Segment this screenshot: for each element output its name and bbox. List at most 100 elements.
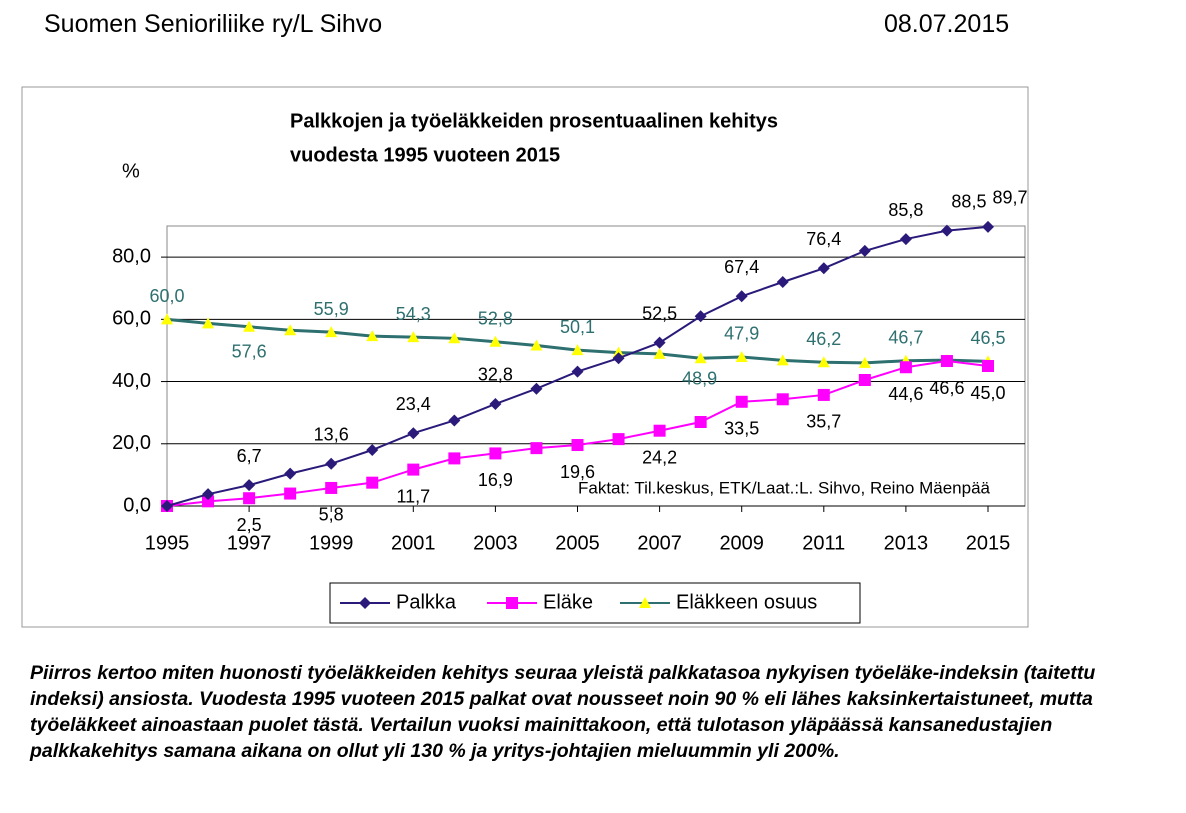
marker <box>653 424 666 437</box>
x-tick-label: 2011 <box>802 532 845 554</box>
marker <box>243 320 256 332</box>
marker <box>817 388 830 401</box>
data-label: 50,1 <box>560 317 595 337</box>
marker <box>817 356 830 368</box>
data-label: 44,6 <box>888 384 923 404</box>
marker <box>161 313 173 325</box>
y-tick-label: 40,0 <box>112 370 151 392</box>
marker <box>571 344 584 356</box>
data-label: 57,6 <box>232 342 267 362</box>
marker <box>735 395 748 408</box>
marker <box>612 433 625 446</box>
marker <box>448 414 461 427</box>
marker <box>940 224 953 237</box>
marker <box>407 427 420 440</box>
y-tick-label: 60,0 <box>112 308 151 330</box>
marker <box>735 290 748 303</box>
marker <box>489 447 502 460</box>
y-tick-label: 20,0 <box>112 432 151 454</box>
marker <box>366 330 379 342</box>
x-tick-label: 1999 <box>309 532 354 554</box>
marker <box>407 463 420 476</box>
data-label: 52,8 <box>478 308 513 328</box>
marker <box>366 444 379 456</box>
marker <box>284 487 297 500</box>
marker <box>776 276 789 288</box>
marker <box>982 220 994 233</box>
data-label: 85,8 <box>888 200 923 220</box>
marker <box>243 492 256 505</box>
marker <box>653 336 666 349</box>
data-label: 67,4 <box>724 257 759 277</box>
y-tick-label: 0,0 <box>123 494 151 516</box>
data-label: 6,7 <box>237 446 262 466</box>
x-tick-label: 2003 <box>473 532 518 554</box>
marker <box>325 326 338 338</box>
marker <box>694 352 707 364</box>
marker <box>982 360 994 372</box>
marker <box>359 597 371 609</box>
marker <box>489 397 502 410</box>
data-label: 48,9 <box>682 369 717 389</box>
x-tick-label: 2007 <box>637 532 682 554</box>
marker <box>735 350 748 362</box>
data-label: 46,7 <box>888 327 923 347</box>
marker <box>776 393 789 406</box>
data-label: 23,4 <box>396 394 431 414</box>
marker <box>571 365 584 378</box>
data-label: 5,8 <box>319 505 344 525</box>
marker <box>407 331 420 343</box>
marker <box>448 332 461 344</box>
marker <box>325 481 338 494</box>
marker <box>284 467 297 480</box>
x-tick-label: 2013 <box>884 532 929 554</box>
marker <box>571 439 584 452</box>
data-label: 11,7 <box>396 486 430 506</box>
marker <box>530 442 543 455</box>
data-label: 46,6 <box>929 378 964 398</box>
data-label: 52,5 <box>642 303 677 323</box>
marker <box>506 597 518 609</box>
data-label: 2,5 <box>237 515 262 535</box>
marker <box>530 382 543 395</box>
x-tick-label: 2009 <box>719 532 764 554</box>
legend-label: Palkka <box>396 591 457 613</box>
data-label: 45,0 <box>970 383 1005 403</box>
x-tick-label: 2001 <box>391 532 436 554</box>
marker <box>858 356 871 368</box>
data-label: 32,8 <box>478 365 513 385</box>
caption: Piirros kertoo miten huonosti työeläkkei… <box>30 662 1096 762</box>
marker <box>899 361 912 374</box>
data-label: 89,7 <box>992 188 1027 208</box>
marker <box>612 352 625 365</box>
x-tick-label: 2005 <box>555 532 600 554</box>
x-tick-label: 2015 <box>966 532 1011 554</box>
marker <box>530 339 543 351</box>
legend-box <box>329 582 861 624</box>
data-label: 46,5 <box>970 328 1005 348</box>
marker <box>612 346 625 358</box>
marker <box>448 452 461 465</box>
data-label: 55,9 <box>314 299 349 319</box>
chart: Palkkojen ja työeläkkeiden prosentuaalin… <box>21 86 1029 628</box>
marker <box>202 488 215 501</box>
data-label: 19,6 <box>560 462 595 482</box>
marker <box>243 479 256 492</box>
data-label: 76,4 <box>806 229 841 249</box>
chart-title: Palkkojen ja työeläkkeiden prosentuaalin… <box>290 110 778 132</box>
data-label: 35,7 <box>806 412 841 432</box>
data-label: 16,9 <box>478 470 513 490</box>
data-label: 88,5 <box>951 191 986 211</box>
marker <box>202 495 215 508</box>
header-date: 08.07.2015 <box>884 10 1010 38</box>
marker <box>776 354 789 366</box>
marker <box>694 310 707 323</box>
marker <box>940 355 953 368</box>
x-tick-label: 1995 <box>145 532 190 554</box>
header-left: Suomen Senioriliike ry/L Sihvo <box>44 10 383 38</box>
marker <box>366 476 379 489</box>
legend-label: Eläke <box>543 591 593 613</box>
data-label: 60,0 <box>149 286 184 306</box>
data-label: 54,3 <box>396 304 431 324</box>
